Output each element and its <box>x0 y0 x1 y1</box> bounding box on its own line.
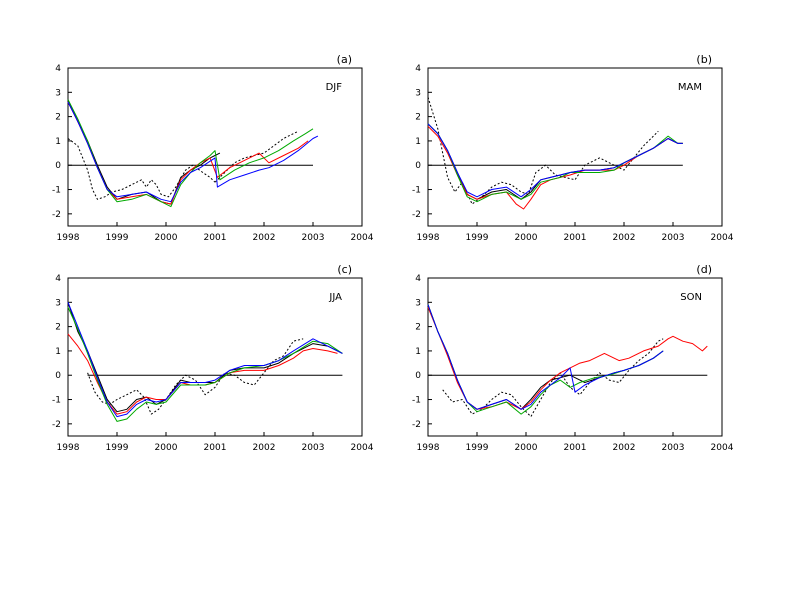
y-tick-label: 0 <box>55 161 61 171</box>
series-line <box>67 101 319 203</box>
series-line <box>427 304 664 410</box>
y-tick-label: 3 <box>55 298 61 308</box>
y-tick-label: 1 <box>55 137 61 147</box>
x-tick-label: 2002 <box>253 443 276 453</box>
y-tick-label: 3 <box>415 88 421 98</box>
y-tick-label: -1 <box>52 396 61 406</box>
x-tick-label: 1999 <box>106 233 129 243</box>
x-tick-label: 1998 <box>57 443 80 453</box>
y-tick-label: 0 <box>415 371 421 381</box>
series-line <box>67 306 343 422</box>
series-line <box>427 307 708 410</box>
x-tick-label: 2003 <box>662 233 685 243</box>
y-tick-label: 1 <box>415 347 421 357</box>
panel-label: (a) <box>337 53 352 66</box>
x-tick-label: 2000 <box>155 443 178 453</box>
y-tick-label: 2 <box>55 323 61 333</box>
y-tick-label: -1 <box>412 396 421 406</box>
panel-a: -2 -1 0 1 2 3 4 1998 1999 2000 2001 2002 2003 2004 (a)… <box>52 53 374 243</box>
y-tick-label: 2 <box>415 323 421 333</box>
series-line <box>427 123 683 198</box>
series-line-dashed <box>427 97 659 205</box>
panel-b: -2 -1 0 1 2 3 4 1998 1999 2000 2001 2002 2003 2004 (b)… <box>412 53 734 243</box>
series-line <box>67 302 343 418</box>
x-tick-label: 2003 <box>302 233 325 243</box>
y-tick-label: 3 <box>55 88 61 98</box>
series-line <box>427 123 683 200</box>
y-tick-label: 4 <box>415 274 421 284</box>
season-label: MAM <box>678 82 702 93</box>
x-tick-label: 2002 <box>613 443 636 453</box>
x-tick-label: 2000 <box>515 233 538 243</box>
x-tick-label: 2003 <box>302 443 325 453</box>
series-line-dashed <box>87 338 304 415</box>
x-tick-label: 1999 <box>466 443 489 453</box>
y-tick-label: 0 <box>55 371 61 381</box>
y-tick-label: 4 <box>415 64 421 74</box>
y-tick-label: 4 <box>55 274 61 284</box>
x-tick-label: 2001 <box>204 443 227 453</box>
x-tick-label: 2004 <box>711 443 734 453</box>
x-tick-label: 2003 <box>662 443 685 453</box>
x-tick-label: 2000 <box>155 233 178 243</box>
series-line <box>67 333 338 415</box>
y-tick-label: 2 <box>55 113 61 123</box>
plot-frame <box>427 277 723 437</box>
y-tick-label: 1 <box>415 137 421 147</box>
series-line <box>67 99 314 208</box>
x-tick-label: 2000 <box>515 443 538 453</box>
y-tick-label: -2 <box>52 210 61 220</box>
x-tick-label: 2004 <box>351 233 374 243</box>
x-tick-label: 2002 <box>613 233 636 243</box>
panel-d: -2 -1 0 1 2 3 4 1998 1999 2000 2001 2002 2003 2004 (d)… <box>412 263 734 453</box>
y-tick-label: 1 <box>55 347 61 357</box>
series-line <box>427 125 683 210</box>
series-line <box>427 304 664 415</box>
x-tick-label: 1998 <box>57 233 80 243</box>
y-tick-label: 4 <box>55 64 61 74</box>
x-tick-label: 1999 <box>106 443 129 453</box>
y-tick-label: -2 <box>412 420 421 430</box>
plot-frame <box>67 67 363 227</box>
panel-label: (c) <box>337 263 352 276</box>
panel-label: (b) <box>696 53 712 66</box>
x-tick-label: 2001 <box>564 443 587 453</box>
x-tick-label: 2001 <box>204 233 227 243</box>
y-tick-label: -1 <box>52 186 61 196</box>
y-tick-label: 0 <box>415 161 421 171</box>
season-label: SON <box>680 292 702 303</box>
panel-label: (d) <box>696 263 712 276</box>
x-tick-label: 1998 <box>417 443 440 453</box>
y-tick-label: -1 <box>412 186 421 196</box>
y-tick-label: -2 <box>412 210 421 220</box>
series-line <box>67 302 343 413</box>
series-line <box>67 101 309 205</box>
season-label: DJF <box>326 82 343 93</box>
season-label: JJA <box>328 292 342 303</box>
y-tick-label: 3 <box>415 298 421 308</box>
x-tick-label: 2002 <box>253 233 276 243</box>
x-tick-label: 1999 <box>466 233 489 243</box>
y-tick-label: 2 <box>415 113 421 123</box>
x-tick-label: 2001 <box>564 233 587 243</box>
x-tick-label: 2004 <box>351 443 374 453</box>
panel-c: -2 -1 0 1 2 3 4 1998 1999 2000 2001 2002 2003 2004 (c)… <box>52 263 374 453</box>
x-tick-label: 2004 <box>711 233 734 243</box>
x-tick-label: 1998 <box>417 233 440 243</box>
y-tick-label: -2 <box>52 420 61 430</box>
